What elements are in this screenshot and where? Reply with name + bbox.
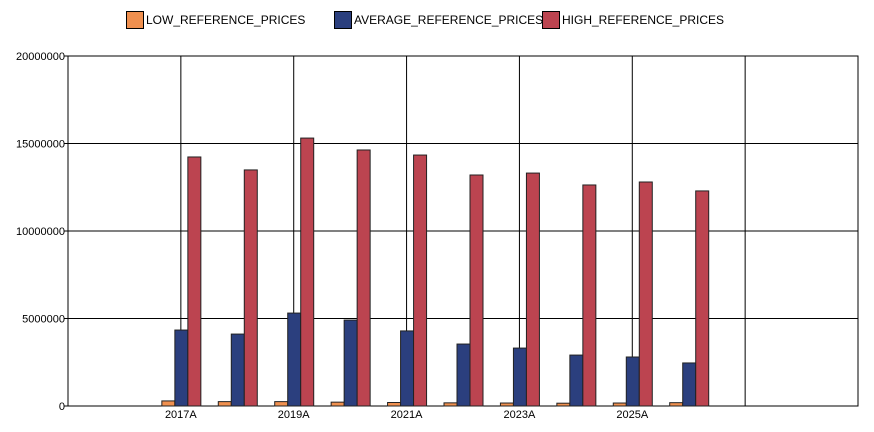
bar-average-reference-prices — [400, 330, 415, 407]
x-tick-label: 2017A — [165, 409, 197, 421]
bar-average-reference-prices — [174, 329, 189, 407]
y-tick-label: 5000000 — [22, 314, 65, 326]
y-tick-label: 10000000 — [16, 226, 65, 238]
legend-label-average: AVERAGE_REFERENCE_PRICES — [354, 13, 544, 27]
legend: LOW_REFERENCE_PRICES AVERAGE_REFERENCE_P… — [0, 11, 874, 31]
x-tick-label: 2025A — [616, 409, 648, 421]
bar-average-reference-prices — [569, 354, 584, 407]
x-tick-label: 2023A — [504, 409, 536, 421]
bar-low-reference-prices — [669, 402, 684, 407]
bar-average-reference-prices — [625, 356, 640, 407]
bar-average-reference-prices — [682, 362, 697, 407]
y-tick-label: 20000000 — [16, 51, 65, 63]
legend-item-low: LOW_REFERENCE_PRICES — [126, 11, 305, 29]
bar-high-reference-prices — [525, 172, 540, 407]
bar-high-reference-prices — [243, 169, 258, 407]
bar-low-reference-prices — [443, 402, 458, 407]
legend-swatch-average — [334, 11, 352, 29]
bar-high-reference-prices — [469, 174, 484, 407]
legend-swatch-low — [126, 11, 144, 29]
legend-label-low: LOW_REFERENCE_PRICES — [146, 13, 306, 27]
bar-low-reference-prices — [499, 402, 514, 407]
bar-low-reference-prices — [161, 400, 176, 407]
bar-average-reference-prices — [287, 312, 302, 407]
bar-high-reference-prices — [695, 190, 710, 407]
bar-low-reference-prices — [274, 401, 289, 407]
bar-low-reference-prices — [556, 402, 571, 407]
y-tick-label: 15000000 — [16, 139, 65, 151]
bar-low-reference-prices — [217, 401, 232, 407]
bar-high-reference-prices — [638, 181, 653, 407]
bar-high-reference-prices — [582, 184, 597, 407]
bar-high-reference-prices — [187, 156, 202, 407]
bar-average-reference-prices — [512, 347, 527, 407]
bar-high-reference-prices — [300, 137, 315, 407]
legend-item-high: HIGH_REFERENCE_PRICES — [542, 11, 724, 29]
legend-swatch-high — [542, 11, 560, 29]
bar-high-reference-prices — [356, 149, 371, 407]
x-tick-label: 2021A — [391, 409, 423, 421]
bar-high-reference-prices — [413, 154, 428, 407]
bar-low-reference-prices — [612, 402, 627, 407]
bar-low-reference-prices — [330, 401, 345, 407]
x-tick-label: 2019A — [278, 409, 310, 421]
legend-item-average: AVERAGE_REFERENCE_PRICES — [334, 11, 543, 29]
bar-average-reference-prices — [343, 319, 358, 407]
legend-label-high: HIGH_REFERENCE_PRICES — [562, 13, 725, 27]
bar-average-reference-prices — [230, 333, 245, 407]
bar-average-reference-prices — [456, 343, 471, 407]
bar-low-reference-prices — [387, 402, 402, 407]
y-tick-label: 0 — [59, 401, 65, 413]
